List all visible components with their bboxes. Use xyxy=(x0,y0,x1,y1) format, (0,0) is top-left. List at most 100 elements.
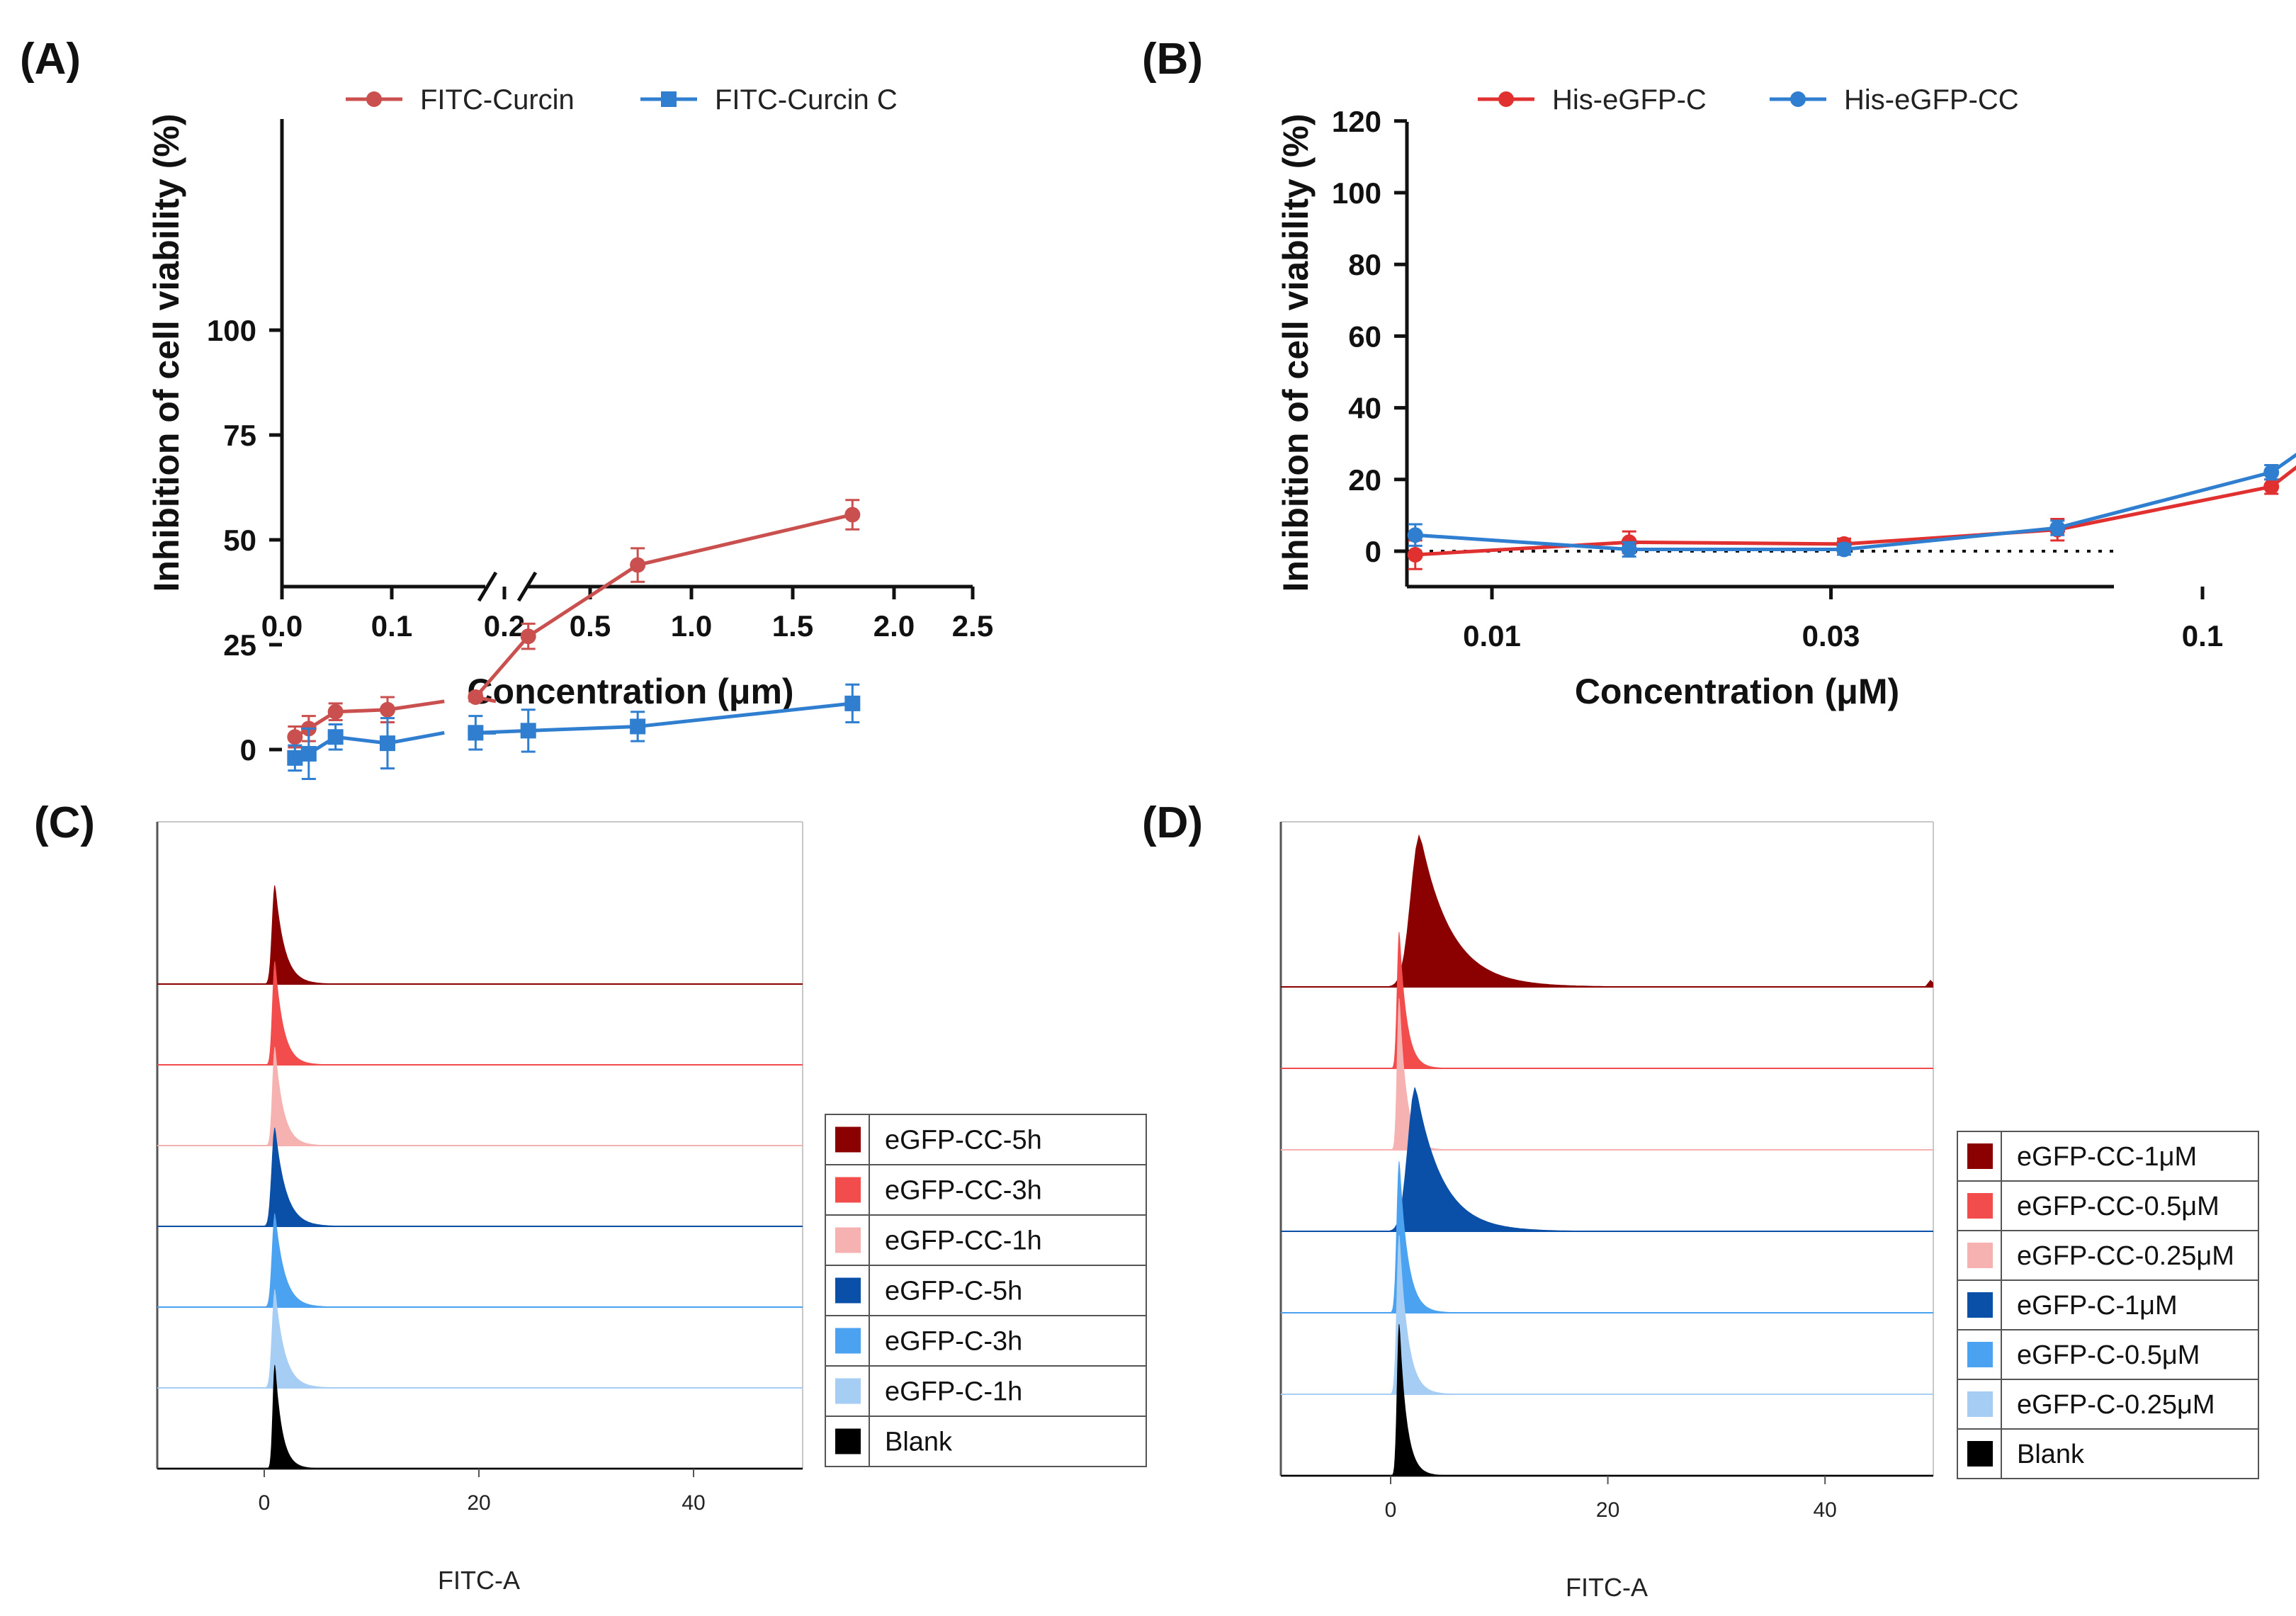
legend-swatch xyxy=(835,1227,861,1253)
histogram-edge-spike xyxy=(1925,980,1933,987)
ridge-blank xyxy=(157,1364,803,1469)
legend-label: eGFP-C-1μM xyxy=(2017,1291,2178,1321)
x-tick-label: 1.0 xyxy=(671,609,712,643)
legend-label: eGFP-C-3h xyxy=(885,1327,1022,1357)
x-tick-label: 1.5 xyxy=(772,609,813,643)
panel-letter-b: (B) xyxy=(1142,35,1203,84)
panel-letter-d: (D) xyxy=(1142,798,1203,847)
legend-label: eGFP-CC-3h xyxy=(885,1176,1042,1206)
ridge-egfp-c-5h xyxy=(157,1127,803,1227)
panel-letter-a: (A) xyxy=(20,35,81,84)
y-axis-title: Inhibition of cell viability (%) xyxy=(1276,113,1316,592)
data-point xyxy=(1836,541,1853,558)
legend-label: eGFP-CC-0.5μM xyxy=(2017,1192,2219,1221)
legend-label: eGFP-C-0.5μM xyxy=(2017,1340,2200,1370)
legend-swatch xyxy=(1967,1193,1993,1219)
data-point xyxy=(327,704,344,720)
data-point xyxy=(287,729,303,745)
x-tick-label: 20 xyxy=(467,1491,490,1515)
ridge-egfp-cc-1-m xyxy=(1281,834,1933,988)
histogram-peak xyxy=(264,961,328,1066)
legend-swatch xyxy=(835,1378,861,1404)
histogram-peak xyxy=(1389,1235,1453,1395)
y-tick-label: 50 xyxy=(223,524,256,557)
histogram-peak xyxy=(263,885,336,985)
y-tick-label: 120 xyxy=(1332,105,1381,138)
ridge-blank xyxy=(1281,1324,1933,1476)
series-line xyxy=(1415,453,2296,551)
data-point xyxy=(468,689,484,705)
histogram-peak xyxy=(1390,1324,1446,1476)
ridge-egfp-c-3h xyxy=(157,1213,803,1308)
y-tick-label: 100 xyxy=(1332,176,1381,210)
axis-break-mark xyxy=(516,571,538,602)
ridge-egfp-c-0-25-m xyxy=(1281,1235,1933,1395)
legend-label: eGFP-CC-0.25μM xyxy=(2017,1241,2234,1271)
y-tick-label: 20 xyxy=(1348,463,1381,497)
ridge-egfp-c-1-m xyxy=(1281,1087,1933,1232)
x-tick-label: 0.0 xyxy=(261,609,302,643)
legend-label: eGFP-C-5h xyxy=(885,1277,1022,1306)
legend-his-egfp-cc-marker xyxy=(1790,91,1806,107)
histogram-peak xyxy=(264,1046,328,1146)
legend-swatch xyxy=(835,1126,861,1153)
legend-swatch xyxy=(1967,1292,1993,1318)
ridge-egfp-cc-0-5-m xyxy=(1281,932,1933,1069)
data-point xyxy=(300,745,317,762)
histogram-peak xyxy=(263,1213,336,1308)
data-point xyxy=(2049,520,2066,536)
histogram-peak xyxy=(263,1289,336,1389)
series-line xyxy=(1415,465,2296,557)
panel-d-histogram: 0 20 40FITC-AeGFP-CC-1μMeGFP-CC-0.5μMeGFP-… xyxy=(1279,821,2259,1602)
data-point xyxy=(287,750,303,766)
x-tick-label: 2.5 xyxy=(952,609,993,643)
legend-swatch xyxy=(1967,1143,1993,1169)
data-point xyxy=(520,723,536,739)
data-point xyxy=(379,735,395,752)
histogram-peak xyxy=(266,1364,321,1469)
y-tick-label: 0 xyxy=(240,733,256,767)
data-point xyxy=(468,725,484,741)
legend-swatch xyxy=(835,1328,861,1354)
x-tick-label: 0.5 xyxy=(570,609,611,643)
panel-a-chart: 0 25 50 75 100 0.0 0.1 0.2 0.5 1.0 1.5 2.0 2.5 Concen… xyxy=(147,84,993,780)
legend-fitc-curcin-label: FITC-Curcin xyxy=(420,84,575,115)
ridge-egfp-cc-1h xyxy=(157,1046,803,1146)
series-his-egfp-c xyxy=(1407,465,2296,570)
panel-b-chart: 0204060801001200.010.030.10.31Concentrat… xyxy=(1276,84,2296,711)
x-tick-label: 40 xyxy=(1814,1498,1837,1522)
histogram-peak xyxy=(261,1127,344,1227)
data-point xyxy=(520,628,536,645)
legend-swatch xyxy=(835,1277,861,1304)
x-tick-label: 0 xyxy=(259,1491,271,1515)
x-tick-label: 40 xyxy=(682,1491,705,1515)
ridge-egfp-cc-3h xyxy=(157,961,803,1066)
data-point xyxy=(2263,464,2280,480)
legend-swatch xyxy=(835,1428,861,1454)
x-axis-title: Concentration (μm) xyxy=(467,672,793,711)
legend-label: eGFP-C-0.25μM xyxy=(2017,1390,2215,1420)
data-point xyxy=(1407,547,1423,563)
legend-label: eGFP-CC-1h xyxy=(885,1226,1042,1256)
histogram-peak xyxy=(1381,1087,1583,1232)
ridge-egfp-cc-0-25-m xyxy=(1281,998,1933,1151)
histogram-peak xyxy=(1390,932,1446,1069)
x-tick-label: 0.03 xyxy=(1802,619,1860,652)
legend-swatch xyxy=(1967,1391,1993,1417)
x-tick-label: 0.2 xyxy=(484,609,525,643)
legend-fitc-curcin-marker xyxy=(366,91,382,107)
data-point xyxy=(1407,527,1423,543)
data-point xyxy=(327,729,344,745)
series-line xyxy=(294,730,445,760)
legend-his-egfp-cc-label: His-eGFP-CC xyxy=(1844,84,2019,115)
y-tick-label: 75 xyxy=(223,419,256,452)
histogram-peak xyxy=(1389,1161,1453,1313)
ridge-egfp-c-1h xyxy=(157,1289,803,1389)
data-point xyxy=(844,695,861,711)
panel-letter-c: (C) xyxy=(34,798,95,847)
y-tick-label: 25 xyxy=(223,628,256,662)
data-point xyxy=(2263,478,2280,495)
legend-label: eGFP-CC-1μM xyxy=(2017,1142,2197,1172)
series-line xyxy=(294,699,445,739)
data-point xyxy=(379,701,395,718)
